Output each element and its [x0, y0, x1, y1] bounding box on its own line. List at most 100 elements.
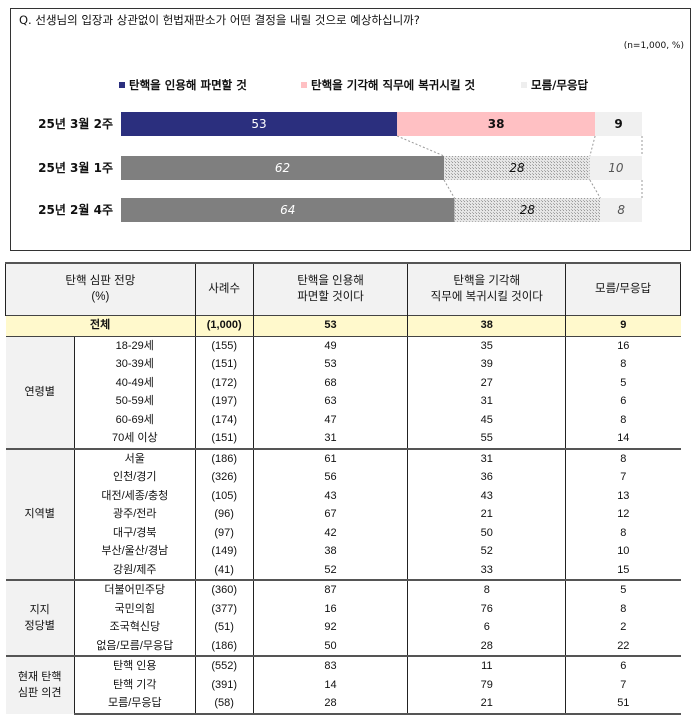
- legend-swatch: [119, 82, 125, 88]
- data-label: 8: [617, 203, 625, 217]
- group-label: 지역별: [5, 447, 75, 580]
- value-cell: 8: [565, 599, 681, 618]
- value-cell: 9: [565, 314, 681, 337]
- data-label: 9: [614, 117, 622, 131]
- value-cell: 55: [407, 429, 566, 449]
- data-label: 28: [509, 161, 525, 175]
- subgroup-label: 더불어민주당: [74, 579, 196, 600]
- legend-item-dismiss: 탄핵을 기각해 직무에 복귀시킬 것: [301, 77, 475, 93]
- bar-segment: [121, 198, 455, 222]
- table-row: 조국혁신당 (51) 92 6 2: [6, 618, 681, 637]
- value-cell: 16: [252, 599, 408, 618]
- subgroup-label: 40-49세: [115, 376, 154, 389]
- table-row: 70세 이상 (151) 31 55 14: [6, 429, 681, 449]
- value-cell: 92: [252, 618, 408, 637]
- value-cell: 16: [565, 336, 681, 355]
- data-label: 10: [608, 161, 624, 175]
- table-row: 인천/경기 (326) 56 36 7: [6, 468, 681, 487]
- data-label: 53: [251, 117, 266, 131]
- sample-size: (391): [194, 675, 254, 694]
- subgroup-label: 모름/무응답: [74, 694, 196, 715]
- category-label: 25년 3월 1주: [38, 160, 113, 175]
- chart-panel: Q. 선생님의 입장과 상관없이 헌법재판소가 어떤 결정을 내릴 것으로 예상…: [10, 8, 691, 251]
- table-row: 40-49세 (172) 68 27 5: [6, 373, 681, 392]
- sample-size: (41): [194, 560, 254, 580]
- sample-size: (360): [194, 579, 254, 600]
- value-cell: 14: [565, 429, 681, 449]
- value-cell: 6: [565, 392, 681, 411]
- value-cell: 38: [407, 314, 566, 337]
- bar-segment: [397, 112, 596, 136]
- data-label: 62: [275, 161, 290, 175]
- data-label: 38: [488, 117, 505, 131]
- value-cell: 31: [252, 429, 408, 449]
- value-cell: 50: [407, 523, 566, 542]
- table-row: 광주/전라 (96) 67 21 12: [6, 505, 681, 524]
- table-row: 지역별 서울 (186) 61 31 8: [5, 447, 681, 580]
- bar-segment: [121, 156, 445, 180]
- data-label: 64: [280, 203, 295, 217]
- value-cell: 36: [407, 468, 566, 487]
- subgroup-label: 부산/울산/경남: [101, 545, 169, 557]
- value-cell: 39: [407, 355, 566, 374]
- value-cell: 12: [565, 505, 681, 524]
- subgroup-label: 탄핵 인용: [74, 655, 196, 676]
- value-cell: 5: [565, 579, 681, 600]
- table-row: 없음/모름/무응답 (186) 50 28 22: [6, 636, 681, 656]
- value-cell: 2: [565, 618, 681, 637]
- sample-size: (377): [194, 599, 254, 618]
- column-header: 탄핵을 인용해 파면할 것이다: [252, 263, 409, 315]
- crosstab-table: 탄핵 심판 전망 (%) 사례수 탄핵을 인용해 파면할 것이다 탄핵을 기각해 직무에 복…: [5, 262, 681, 715]
- value-cell: 31: [407, 447, 566, 468]
- legend-label: 탄핵을 기각해 직무에 복귀시킬 것: [311, 78, 476, 92]
- sample-size: (51): [194, 618, 254, 637]
- sample-size: (172): [194, 373, 254, 392]
- bar-segment: [595, 112, 642, 136]
- subgroup-label: 광주/전라: [113, 508, 157, 520]
- sample-size: (186): [194, 636, 254, 656]
- table-row: 모름/무응답 (58) 28 21 51: [6, 694, 681, 715]
- value-cell: 50: [252, 636, 408, 656]
- subgroup-label: 서울: [74, 447, 196, 468]
- connector-line: [589, 179, 601, 199]
- value-cell: 31: [407, 392, 566, 411]
- legend-label: 탄핵을 인용해 파면할 것: [129, 78, 247, 92]
- sample-size: (58): [194, 694, 254, 715]
- bar-segment: [444, 156, 590, 180]
- connector-line: [589, 135, 596, 157]
- subgroup-label: 탄핵 기각: [113, 678, 157, 691]
- value-cell: 53: [252, 314, 408, 337]
- category-label: 25년 3월 2주: [38, 116, 113, 131]
- sample-size: (1,000): [194, 314, 254, 337]
- table-row: 부산/울산/경남 (149) 38 52 10: [6, 542, 681, 561]
- value-cell: 79: [407, 675, 566, 694]
- subgroup-label: 국민의힘: [114, 602, 156, 615]
- value-cell: 45: [407, 410, 566, 429]
- legend-item-uphold: 탄핵을 인용해 파면할 것: [119, 77, 247, 93]
- value-cell: 56: [252, 468, 408, 487]
- value-cell: 33: [407, 560, 566, 580]
- value-cell: 43: [407, 486, 566, 505]
- value-cell: 28: [407, 636, 566, 656]
- value-cell: 68: [252, 373, 408, 392]
- value-cell: 38: [252, 542, 408, 561]
- table-row: 연령별 18-29세 (155) 49 35 16: [5, 336, 681, 449]
- column-header: 탄핵 심판 전망 (%): [5, 263, 196, 315]
- value-cell: 42: [252, 523, 408, 542]
- legend-swatch: [521, 82, 527, 88]
- table-row: 국민의힘 (377) 16 76 8: [6, 599, 681, 618]
- value-cell: 83: [252, 655, 408, 676]
- value-cell: 13: [565, 486, 681, 505]
- subgroup-label: 50-59세: [115, 395, 154, 407]
- value-cell: 28: [252, 694, 408, 715]
- subgroup-label: 인천/경기: [113, 471, 157, 483]
- subgroup-label: 30-39세: [115, 358, 154, 370]
- column-header: 탄핵을 기각해 직무에 복귀시킬 것이다: [407, 263, 567, 315]
- column-header: 모름/무응답: [565, 263, 681, 315]
- subgroup-label: 70세 이상: [111, 432, 158, 444]
- data-label: 28: [520, 203, 536, 217]
- sample-size: (97): [194, 523, 254, 542]
- value-cell: 8: [565, 447, 681, 468]
- value-cell: 49: [252, 336, 408, 355]
- sample-size: (197): [194, 392, 254, 411]
